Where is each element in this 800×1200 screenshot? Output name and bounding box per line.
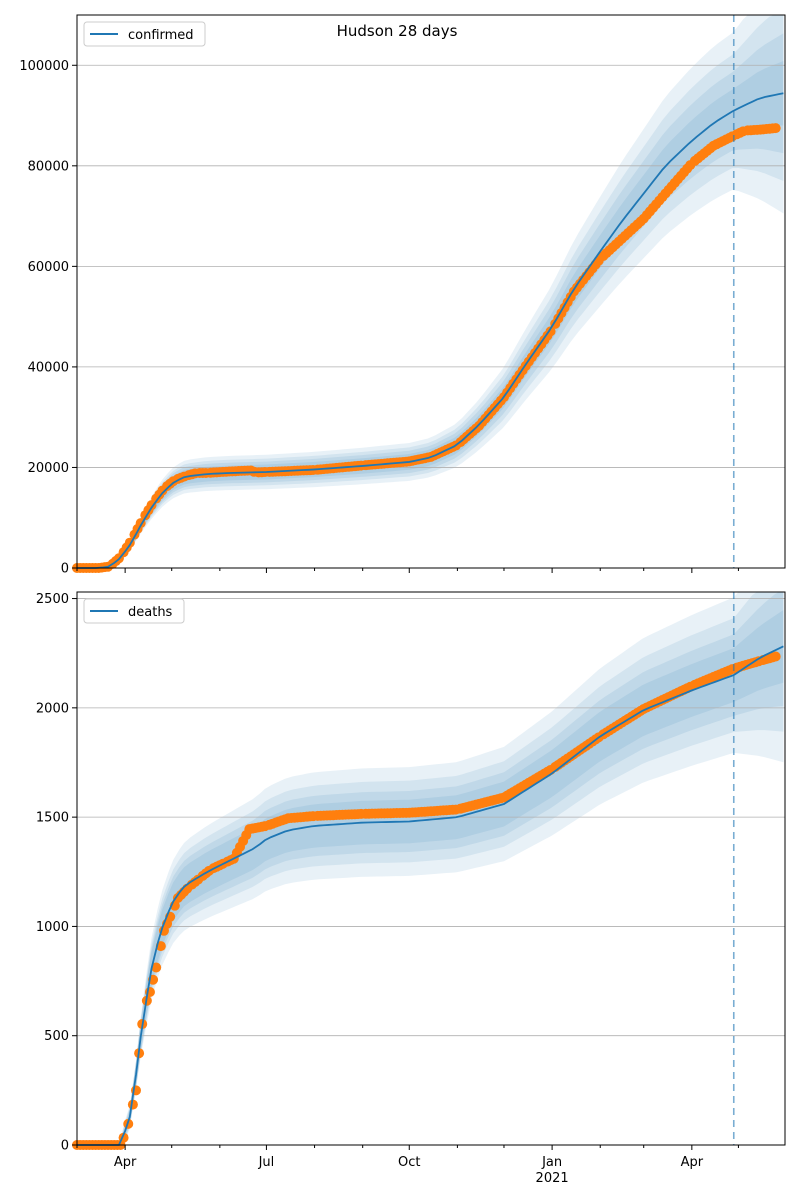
deaths-legend-label: deaths: [128, 605, 173, 620]
xtick-year-label: 2021: [536, 1171, 569, 1186]
confirmed-legend-label: confirmed: [128, 28, 194, 43]
confirmed-ytick-label: 40000: [28, 360, 69, 375]
xtick-label: Apr: [681, 1155, 704, 1170]
deaths-observed-point: [770, 651, 781, 662]
confirmed-observed-point: [770, 123, 781, 134]
confirmed-ytick-label: 60000: [28, 260, 69, 275]
deaths-gridlines: [77, 598, 785, 1037]
confirmed-legend-box: [83, 21, 206, 47]
confirmed-model-line: [77, 92, 784, 569]
confirmed-y-ticks: 0 20000 40000 60000 80000 100000: [19, 59, 77, 577]
xtick-label: Apr: [114, 1155, 137, 1170]
deaths-series: [72, 645, 784, 1150]
confirmed-panel: 0 20000 40000 60000 80000 100000 Hudson 28 da…: [19, 14, 786, 577]
deaths-ytick-label: 2000: [36, 701, 69, 716]
confirmed-ytick-label: 80000: [28, 159, 69, 174]
deaths-ytick-label: 1500: [36, 811, 69, 826]
deaths-ytick-label: 0: [61, 1139, 69, 1154]
deaths-band-4: [77, 609, 784, 1145]
confirmed-ytick-label: 0: [61, 562, 69, 577]
confirmed-gridlines: [77, 64, 785, 468]
xtick-label: Jan: [541, 1155, 562, 1170]
deaths-axes-frame: [76, 591, 786, 1146]
deaths-ytick-label: 1000: [36, 920, 69, 935]
deaths-legend: deaths: [83, 598, 185, 624]
deaths-model-line: [77, 645, 784, 1146]
xtick-label: Jul: [258, 1155, 275, 1170]
deaths-axes: [76, 591, 786, 1146]
deaths-legend-box: [83, 598, 185, 624]
chart-title: Hudson 28 days: [337, 22, 458, 40]
deaths-y-ticks: 0 500 1000 1500 2000 2500: [36, 592, 77, 1154]
confirmed-series: [72, 92, 784, 573]
xtick-label: Oct: [398, 1155, 420, 1170]
confirmed-ytick-label: 20000: [28, 461, 69, 476]
confirmed-legend: confirmed: [83, 21, 206, 47]
deaths-observed-point: [151, 962, 162, 973]
confirmed-ytick-label: 100000: [19, 59, 69, 74]
deaths-ytick-label: 500: [44, 1029, 69, 1044]
confirmed-axes-frame: [76, 14, 786, 569]
deaths-ytick-label: 2500: [36, 592, 69, 607]
confirmed-x-ticks: [76, 568, 739, 573]
confirmed-axes: [76, 14, 786, 569]
